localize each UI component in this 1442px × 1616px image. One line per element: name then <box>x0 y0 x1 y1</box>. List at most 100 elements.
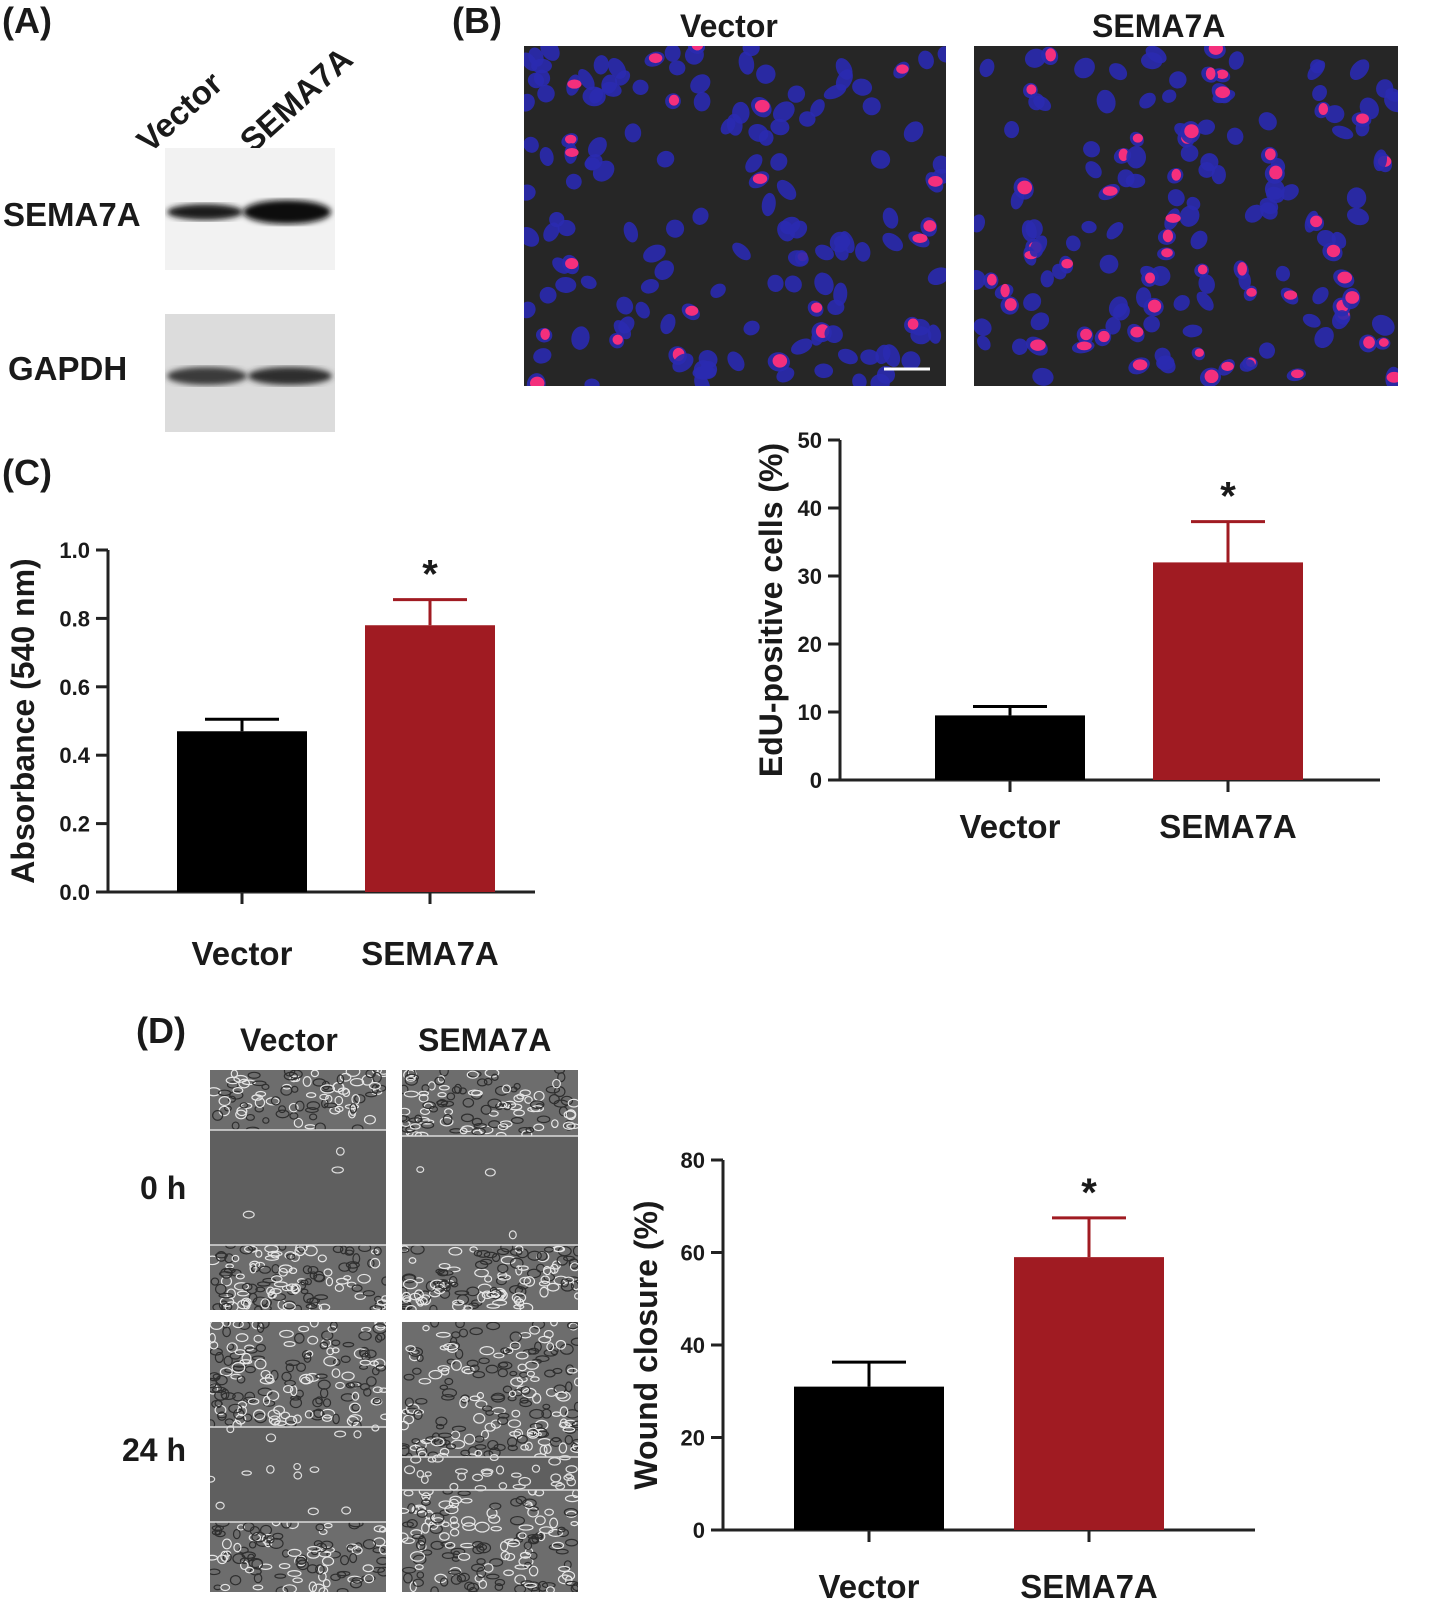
cell <box>251 1531 267 1543</box>
cell <box>520 1444 529 1451</box>
cell <box>236 1375 246 1384</box>
migrating-cell <box>424 1471 432 1477</box>
migrating-cell <box>420 1475 429 1484</box>
nucleus <box>1081 220 1097 234</box>
cell <box>249 1260 261 1269</box>
cell <box>524 1095 533 1104</box>
edu-positive-nucleus <box>1221 361 1234 372</box>
migrating-cell <box>293 1471 303 1480</box>
cell <box>447 1569 462 1575</box>
cell <box>540 1275 551 1284</box>
wound-row-label-0h: 0 h <box>140 1170 187 1206</box>
cell <box>496 1248 510 1256</box>
nucleus <box>1312 286 1329 305</box>
wound-column-label-sema7a: SEMA7A <box>418 1022 552 1058</box>
nucleus <box>1024 48 1046 68</box>
cell <box>438 1270 454 1276</box>
cell <box>308 1581 318 1592</box>
cell <box>502 1385 513 1394</box>
cell <box>255 1090 267 1098</box>
cell <box>216 1412 227 1419</box>
migrating-cell <box>480 1468 494 1475</box>
edu-positive-nucleus <box>1132 133 1143 143</box>
edu-positive-nucleus <box>648 53 663 64</box>
cell <box>310 1409 325 1421</box>
cell <box>322 1579 331 1588</box>
cell <box>251 1322 262 1330</box>
cell <box>359 1349 369 1358</box>
cell <box>381 1276 386 1286</box>
cell <box>221 1538 232 1550</box>
cell <box>435 1423 445 1430</box>
nucleus <box>694 373 711 386</box>
cell <box>278 1105 287 1114</box>
cell <box>437 1365 450 1372</box>
cell <box>266 1286 275 1296</box>
cell <box>304 1410 314 1419</box>
cell <box>478 1579 488 1589</box>
edu-positive-nucleus <box>1132 359 1148 371</box>
cell <box>407 1503 416 1514</box>
cell <box>549 1517 559 1529</box>
edu-positive-nucleus <box>1386 371 1398 383</box>
cell <box>439 1116 454 1127</box>
cell <box>490 1392 506 1403</box>
nucleus <box>1004 121 1020 139</box>
edu-positive-nucleus <box>1363 336 1375 349</box>
y-tick-label: 40 <box>798 496 822 521</box>
cell <box>270 1096 281 1106</box>
nucleus <box>1139 92 1156 109</box>
cell <box>214 1399 223 1408</box>
cell <box>494 1103 504 1111</box>
cell <box>490 1073 499 1081</box>
nucleus <box>1125 173 1146 188</box>
cell <box>524 1582 537 1588</box>
cell <box>258 1563 273 1570</box>
cell <box>402 1305 411 1310</box>
cell <box>332 1413 340 1425</box>
cell <box>367 1258 375 1268</box>
cell <box>412 1578 424 1587</box>
cell <box>519 1302 534 1310</box>
edu-positive-nucleus <box>1118 148 1129 162</box>
cell <box>354 1094 366 1104</box>
cell <box>497 1123 509 1131</box>
nucleus <box>540 46 560 61</box>
cell <box>373 1358 386 1369</box>
cell <box>509 1515 526 1526</box>
migrating-cell <box>210 1475 216 1483</box>
cell <box>429 1279 445 1290</box>
cell <box>289 1397 303 1409</box>
edu-positive-nucleus <box>811 302 823 313</box>
edu-positive-nucleus <box>1004 298 1017 311</box>
edu-positive-nucleus <box>1017 180 1033 195</box>
cell <box>553 1384 567 1394</box>
cell <box>514 1286 527 1297</box>
cell <box>377 1070 386 1075</box>
cell <box>331 1347 340 1354</box>
cell <box>534 1419 549 1431</box>
cell <box>501 1084 512 1094</box>
cell <box>529 1551 538 1560</box>
band-vector-sema7a <box>167 204 243 220</box>
cell <box>570 1445 578 1453</box>
cell <box>481 1290 494 1300</box>
cell <box>458 1087 467 1095</box>
cell <box>516 1248 529 1259</box>
nucleus <box>1312 84 1327 102</box>
edu-positive-nucleus <box>1264 148 1276 161</box>
cell <box>288 1267 298 1275</box>
cell <box>420 1499 431 1506</box>
cell <box>378 1544 386 1555</box>
cell <box>287 1570 302 1577</box>
cell <box>285 1415 298 1426</box>
x-category-label-vector: Vector <box>192 935 293 972</box>
cell <box>247 1398 260 1405</box>
cell <box>402 1507 410 1515</box>
edu-positive-nucleus <box>1130 326 1144 338</box>
cell <box>411 1438 421 1445</box>
cell <box>365 1091 378 1098</box>
cell <box>444 1504 459 1515</box>
cell <box>369 1257 381 1269</box>
cell <box>232 1553 246 1565</box>
